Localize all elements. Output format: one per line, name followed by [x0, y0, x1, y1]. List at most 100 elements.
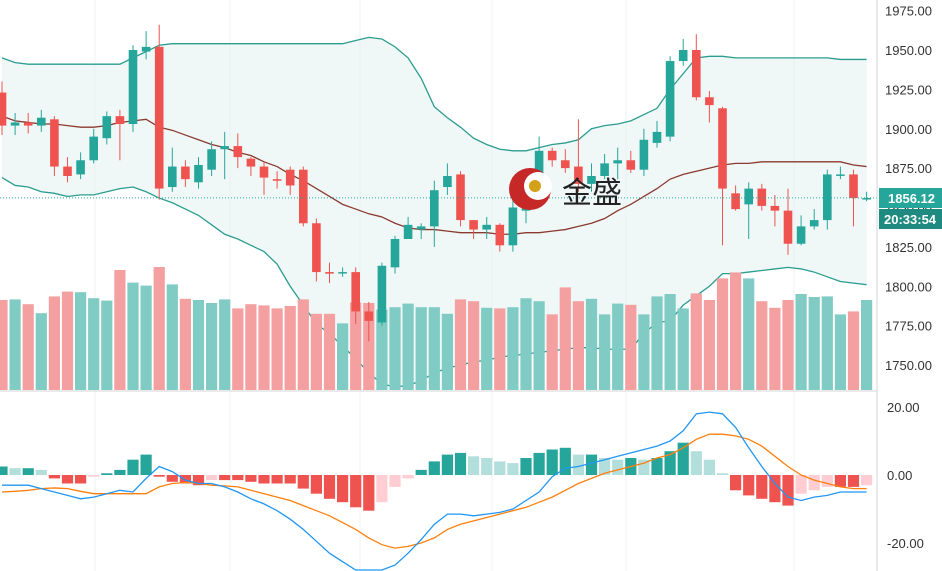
- candle-body: [862, 198, 871, 200]
- candle-body: [718, 108, 727, 189]
- volume-bar: [153, 267, 165, 390]
- candle-body: [561, 160, 570, 169]
- candle-body: [508, 207, 518, 246]
- candlestick: [50, 116, 59, 176]
- volume-bar: [402, 303, 414, 390]
- macd-histogram-bar: [323, 475, 336, 499]
- macd-histogram-bar: [730, 475, 742, 491]
- macd-histogram-bar: [389, 475, 401, 487]
- macd-histogram-bar: [559, 447, 571, 475]
- volume-bar: [756, 301, 768, 390]
- volume-bar: [140, 285, 152, 390]
- macd-histogram-bar: [808, 475, 820, 491]
- macd-histogram-bar: [206, 475, 218, 481]
- candle-body: [836, 174, 845, 176]
- candlestick: [744, 182, 753, 239]
- price-tick-label: 1875.00: [885, 161, 932, 176]
- candle-body: [783, 210, 793, 244]
- price-axis[interactable]: 1975.001950.001925.001900.001875.001850.…: [885, 4, 932, 373]
- candlestick: [220, 131, 229, 180]
- candlestick: [37, 109, 46, 132]
- volume-bar: [599, 314, 611, 390]
- macd-histogram-bar: [690, 451, 702, 475]
- macd-histogram-bar: [258, 475, 270, 484]
- candlestick: [796, 215, 806, 246]
- candlestick: [665, 56, 675, 142]
- candlestick: [364, 302, 374, 342]
- macd-histogram-bar: [284, 475, 296, 484]
- volume-bar: [219, 299, 231, 390]
- candlestick: [469, 220, 478, 239]
- macd-histogram-bar: [651, 458, 663, 475]
- macd-histogram-bar: [441, 454, 453, 475]
- candlestick: [456, 171, 465, 227]
- candlestick: [299, 166, 308, 227]
- candle-body: [351, 272, 360, 312]
- candlestick: [770, 194, 780, 227]
- candlestick: [89, 128, 98, 164]
- volume-bar: [0, 300, 8, 390]
- macd-histogram-bar: [664, 451, 676, 475]
- price-tick-label: 1975.00: [885, 4, 932, 19]
- candlestick: [168, 147, 177, 192]
- candle-body: [849, 174, 858, 199]
- candle-body: [246, 158, 256, 167]
- macd-histogram-bar: [271, 475, 283, 484]
- candlestick: [626, 150, 636, 173]
- macd-histogram-bar: [310, 475, 322, 494]
- candle-body: [692, 50, 701, 98]
- candlestick: [181, 160, 190, 188]
- candle-body: [168, 166, 177, 188]
- macd-axis[interactable]: 20.00 0.00 -20.00: [887, 400, 924, 551]
- macd-histogram-bar: [376, 475, 388, 503]
- candlestick: [705, 90, 714, 123]
- macd-histogram-bar: [756, 475, 768, 499]
- candlestick: [272, 171, 282, 189]
- candlestick: [23, 113, 33, 134]
- candlestick: [76, 152, 85, 180]
- candle-body: [154, 46, 164, 189]
- macd-histogram-bar: [232, 475, 244, 481]
- candle-body: [141, 46, 151, 52]
- candle-body: [312, 223, 321, 273]
- last-price-background: [879, 188, 942, 208]
- candle-body: [574, 166, 583, 184]
- macd-histogram-bar: [297, 475, 309, 489]
- candle-body: [364, 311, 374, 321]
- macd-histogram-bar: [245, 475, 257, 482]
- candlestick: [639, 128, 649, 176]
- volume-bar: [808, 297, 820, 390]
- candlestick: [495, 223, 505, 252]
- candlestick: [246, 157, 256, 176]
- candle-body: [207, 149, 216, 170]
- macd-histogram-bar: [494, 461, 506, 475]
- macd-histogram-bar: [638, 459, 650, 475]
- candle-body: [587, 176, 596, 184]
- volume-bar: [179, 298, 191, 390]
- candlestick: [10, 113, 20, 136]
- candlestick: [652, 120, 662, 148]
- candlestick: [207, 141, 216, 176]
- volume-bar: [35, 313, 47, 390]
- macd-histogram-bar: [48, 475, 60, 479]
- macd-tick-label: 20.00: [887, 400, 920, 415]
- candle-body: [705, 97, 714, 106]
- candlestick: [849, 169, 858, 227]
- candle-body: [626, 160, 636, 170]
- volume-bar: [690, 293, 702, 390]
- candlestick: [338, 267, 347, 277]
- candle-body: [534, 150, 544, 183]
- candlestick: [141, 31, 151, 60]
- candle-body: [403, 224, 413, 239]
- candlestick: [377, 262, 387, 326]
- logo-gold-dot-icon: [529, 180, 541, 192]
- macd-tick-label: 0.00: [887, 468, 912, 483]
- macd-histogram-bar: [179, 475, 191, 484]
- volume-bar: [481, 307, 493, 390]
- volume-bar: [284, 306, 296, 390]
- volume-bar: [834, 314, 846, 390]
- volume-bar: [847, 311, 860, 390]
- volume-bar: [258, 305, 270, 390]
- volume-bar: [192, 300, 205, 390]
